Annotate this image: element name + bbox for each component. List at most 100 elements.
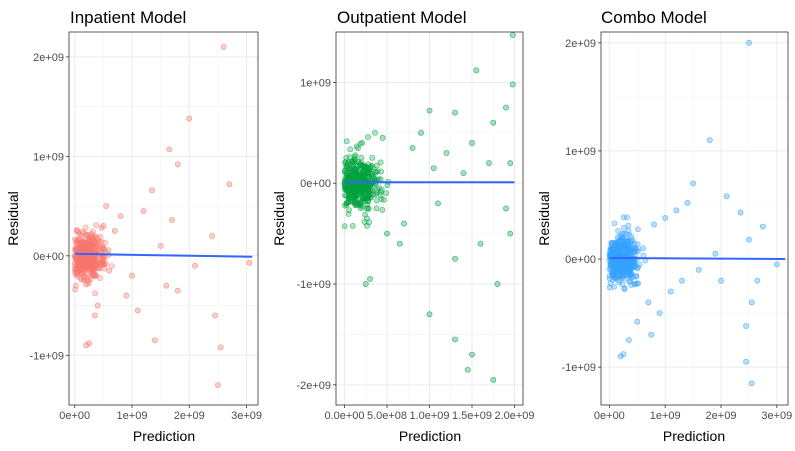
y-axis-title: Residual <box>5 191 21 245</box>
y-tick-label: 1e+09 <box>300 77 331 89</box>
data-point <box>81 259 88 266</box>
data-point <box>379 207 386 213</box>
data-point <box>364 205 371 211</box>
data-point <box>620 214 627 221</box>
data-point <box>503 205 509 212</box>
data-point <box>93 222 100 228</box>
data-point <box>435 200 441 207</box>
data-point <box>79 228 86 235</box>
data-point <box>469 351 475 358</box>
x-tick-label: 0e+00 <box>59 410 90 422</box>
data-point <box>373 162 380 169</box>
data-point <box>86 340 92 347</box>
data-point <box>89 228 96 235</box>
data-point <box>384 230 390 237</box>
data-point <box>621 285 628 292</box>
panel-1: 0e+00 1e+09 2e+09 3e+09 -1e+09 0e+00 1e+09 2e+0… <box>5 8 262 444</box>
y-tick-label: -2e+09 <box>296 380 331 392</box>
data-point <box>748 380 755 387</box>
data-point <box>82 267 89 274</box>
data-point <box>96 265 103 272</box>
data-point <box>452 255 458 262</box>
data-point <box>673 207 680 214</box>
y-tick-label: 0e+00 <box>565 254 596 266</box>
data-point <box>625 270 632 277</box>
data-point <box>111 228 118 234</box>
data-point <box>773 261 780 268</box>
data-point <box>746 236 752 243</box>
data-point <box>117 213 124 219</box>
data-point <box>712 250 719 257</box>
data-point <box>99 258 106 265</box>
data-point <box>355 158 361 165</box>
data-point <box>346 207 352 213</box>
data-point <box>169 217 175 223</box>
data-point <box>358 203 365 210</box>
data-point <box>635 280 641 287</box>
data-point <box>342 159 348 166</box>
panel-2: 0.0e+00 5.0e+08 1.0e+09 1.5e+09 2.0e+09 -2e+0… <box>271 8 535 444</box>
data-point <box>409 145 416 151</box>
data-point <box>667 288 674 295</box>
data-point <box>89 258 95 265</box>
data-point <box>81 276 87 283</box>
data-point <box>718 277 724 284</box>
data-point <box>490 376 497 383</box>
data-point <box>372 191 379 198</box>
data-point <box>611 283 617 290</box>
data-point <box>621 224 627 231</box>
x-axis-title: Prediction <box>663 428 725 444</box>
data-point <box>345 199 352 206</box>
x-tick-label: 2e+09 <box>706 410 737 422</box>
data-point <box>163 282 170 289</box>
data-point <box>625 237 632 244</box>
plot-background <box>601 32 788 405</box>
plot-background <box>69 32 258 405</box>
data-point <box>378 186 385 193</box>
data-point <box>443 150 450 156</box>
data-point <box>343 192 350 199</box>
data-point <box>507 160 514 166</box>
data-point <box>166 146 173 153</box>
data-point <box>648 331 655 338</box>
data-point <box>494 281 501 287</box>
data-point <box>365 161 372 168</box>
data-point <box>634 226 641 233</box>
data-point <box>367 276 373 282</box>
trend-line <box>609 256 786 261</box>
data-point <box>363 185 370 191</box>
data-point <box>759 223 766 230</box>
x-tick-label: 3e+09 <box>761 410 792 422</box>
data-point <box>503 104 509 111</box>
data-point <box>464 366 471 373</box>
data-point <box>349 223 356 229</box>
data-point <box>611 220 618 227</box>
data-point <box>373 205 380 212</box>
data-point <box>372 129 378 136</box>
data-point <box>373 197 380 204</box>
data-point <box>627 278 634 285</box>
y-tick-label: 2e+09 <box>33 52 64 64</box>
data-point <box>100 223 107 229</box>
data-point <box>509 32 516 38</box>
x-tick-label: 0.0e+00 <box>324 410 364 422</box>
data-point <box>357 173 364 180</box>
data-point <box>343 154 350 161</box>
data-point <box>509 81 516 88</box>
data-point <box>737 209 744 216</box>
data-point <box>460 170 467 177</box>
data-point <box>617 353 624 360</box>
data-point <box>81 236 88 243</box>
data-point <box>624 214 630 221</box>
data-point <box>452 109 458 116</box>
data-point <box>352 199 359 206</box>
data-point <box>152 337 158 344</box>
data-point <box>346 189 353 195</box>
data-point <box>365 168 372 175</box>
data-point <box>662 215 669 221</box>
data-point <box>754 277 761 284</box>
data-point <box>684 199 691 206</box>
data-point <box>690 180 697 187</box>
panel-border <box>600 31 789 406</box>
data-point <box>215 382 221 389</box>
